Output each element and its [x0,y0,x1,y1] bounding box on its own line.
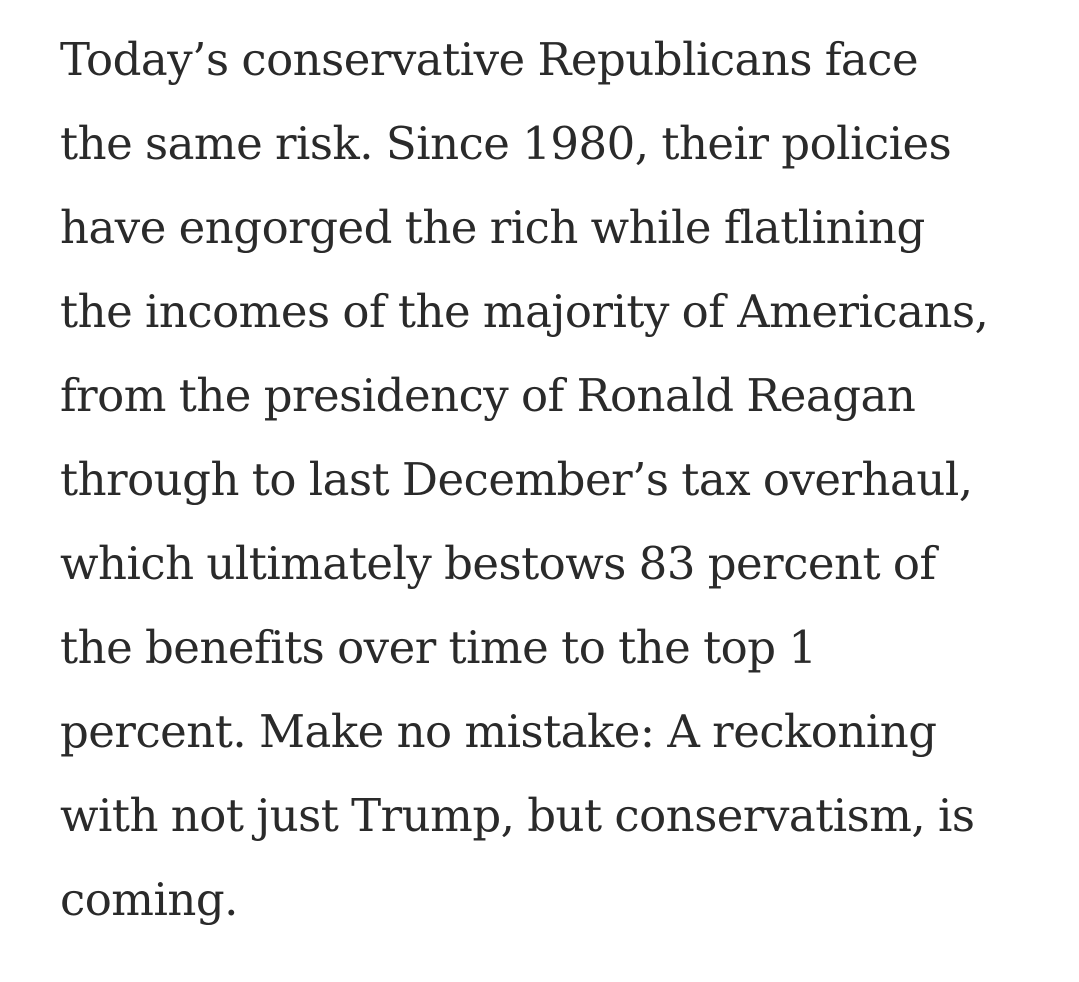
paragraph-line: have engorged the rich while flatlining [60,201,925,254]
paragraph-line: Today’s conservative Republicans face [60,33,919,86]
paragraph-line: the same risk. Since 1980, their policie… [60,117,952,170]
paragraph-line: from the presidency of Ronald Reagan [60,369,916,422]
paragraph-line: coming. [60,873,238,926]
paragraph-line: the benefits over time to the top 1 [60,621,817,674]
paragraph-line: through to last December’s tax overhaul, [60,453,973,506]
paragraph-line: percent. Make no mistake: A reckoning [60,705,937,758]
paragraph-line: which ultimately bestows 83 percent of [60,537,936,590]
paragraph-line: with not just Trump, but conservatism, i… [60,789,975,842]
article-paragraph: Today’s conservative Republicans face th… [60,24,1050,948]
paragraph-line: the incomes of the majority of Americans… [60,285,989,338]
